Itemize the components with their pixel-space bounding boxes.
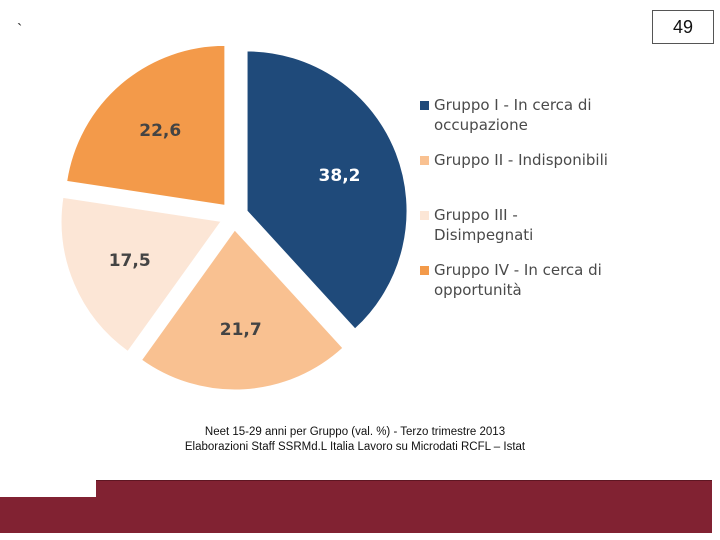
caption-line-2: Elaborazioni Staff SSRMd.L Italia Lavoro… (184, 441, 526, 453)
page-number: 49 (652, 10, 714, 44)
caption-line-1: Neet 15-29 anni per Gruppo (val. %) - Te… (204, 426, 506, 438)
chart-caption: Neet 15-29 anni per Gruppo (val. %) - Te… (120, 425, 590, 455)
legend-swatch-gruppo-iii (420, 211, 429, 220)
legend-label-gruppo-ii-line-1: Gruppo II - Indisponibili (434, 151, 608, 169)
legend-swatch-gruppo-ii (420, 156, 429, 165)
pie-slice-gruppo-iii (60, 196, 222, 353)
data-label-gruppo-iii: 17,5 (109, 251, 151, 271)
legend-swatch-gruppo-iv (420, 266, 429, 275)
legend-label-gruppo-iv-line-1: Gruppo IV - In cerca di (434, 261, 602, 279)
footer-bar (0, 480, 712, 533)
legend-label-gruppo-i-line-2: occupazione (434, 116, 528, 134)
data-label-gruppo-i: 38,2 (319, 166, 361, 186)
legend-label-gruppo-iii-line-1: Gruppo III - (434, 206, 518, 224)
pie-slice-gruppo-i (246, 50, 408, 330)
data-label-gruppo-ii: 21,7 (220, 320, 262, 340)
legend-label-gruppo-i-line-1: Gruppo I - In cerca di (434, 96, 592, 114)
footer-notch (0, 480, 96, 497)
corner-mark: ` (17, 22, 23, 39)
legend-label-gruppo-iii-line-2: Disimpegnati (434, 226, 533, 244)
pie-slice-gruppo-ii (140, 229, 344, 391)
data-label-gruppo-iv: 22,6 (139, 121, 181, 141)
legend-swatch-gruppo-i (420, 101, 429, 110)
pie-slice-gruppo-iv (66, 44, 226, 206)
legend-label-gruppo-iv-line-2: opportunità (434, 281, 522, 299)
pie-chart: 38,2 21,7 17,5 22,6 Gruppo I - In cerca di oc… (60, 44, 608, 391)
